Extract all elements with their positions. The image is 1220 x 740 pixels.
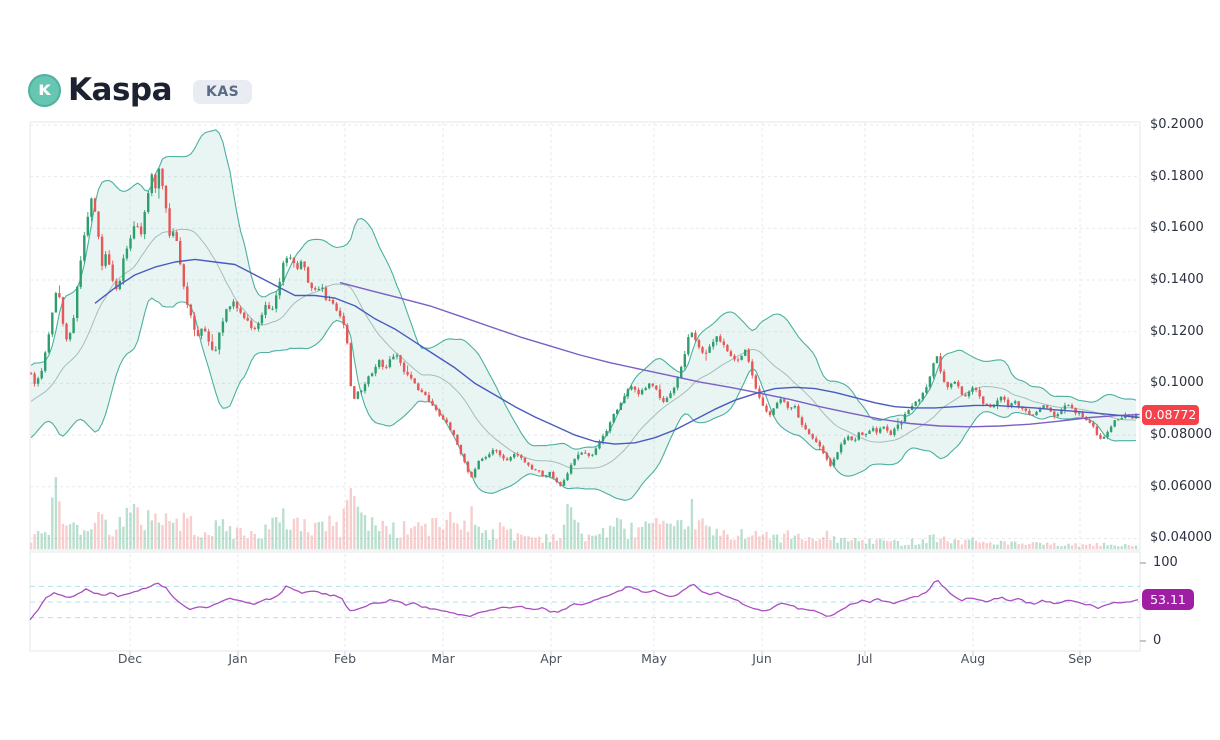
grid-layer [30, 122, 1140, 656]
rsi-scale-bottom-label: 0 [1153, 633, 1162, 648]
x-axis-label: Sep [1068, 651, 1092, 666]
y-axis-label: $0.1600 [1150, 220, 1204, 236]
y-axis-label: $0.1800 [1150, 168, 1204, 184]
x-axis-label: Aug [960, 651, 986, 666]
rsi-layer [29, 579, 1140, 621]
y-axis-label: $0.2000 [1150, 117, 1204, 132]
x-axis-label: Jul [857, 651, 873, 666]
y-axis-label: $0.1400 [1150, 272, 1204, 288]
rsi-line [29, 579, 1139, 621]
page-title: Kaspa [68, 72, 173, 108]
header: ĸ Kaspa KAS [0, 0, 1220, 118]
candles-layer [29, 167, 1138, 487]
ma-fast-line [94, 258, 1141, 445]
symbol-badge: KAS [193, 80, 253, 104]
rsi-scale-top-label: 100 [1153, 555, 1178, 570]
x-axis-label: Apr [540, 651, 562, 666]
moving-averages-layer [94, 258, 1141, 445]
x-axis-label: May [641, 651, 667, 666]
x-axis-label: Feb [333, 651, 357, 666]
volume-layer [29, 477, 1138, 549]
kaspa-logo-icon: ĸ [28, 74, 61, 107]
x-axis-label: Dec [117, 651, 143, 666]
bollinger-band-layer [30, 129, 1137, 501]
last-price-badge: 0.08772 [1142, 405, 1199, 426]
x-axis-label: Jun [752, 651, 772, 666]
ma-slow-line [339, 281, 1141, 428]
y-axis-label: $0.08000 [1150, 427, 1213, 443]
y-axis-label: $0.1000 [1150, 375, 1204, 391]
x-axis-label: Jan [228, 651, 248, 666]
y-axis-label: $0.1200 [1150, 323, 1204, 339]
y-axis-label: $0.04000 [1150, 530, 1213, 546]
kaspa-logo-glyph: ĸ [38, 78, 51, 100]
rsi-value-badge: 53.11 [1142, 589, 1194, 611]
y-axis-label: $0.06000 [1150, 478, 1213, 494]
x-axis-label: Mar [431, 651, 455, 666]
